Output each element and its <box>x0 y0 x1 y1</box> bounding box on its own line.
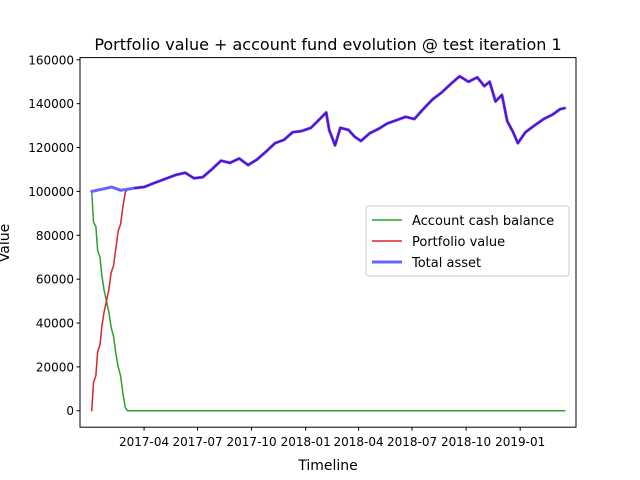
series-line-1 <box>91 190 566 412</box>
y-tick-label: 60000 <box>36 273 74 287</box>
y-tick-label: 40000 <box>36 317 74 331</box>
y-tick-label: 80000 <box>36 229 74 243</box>
y-tick-label: 120000 <box>28 141 74 155</box>
x-tick-label: 2018-10 <box>441 435 491 449</box>
series-layer <box>90 74 567 412</box>
x-tick-label: 2018-01 <box>281 435 331 449</box>
x-axis: 2017-04 2017-07 2017-10 2018-01 2018-04 2018-… <box>119 427 545 449</box>
x-tick-label: 2018-04 <box>333 435 383 449</box>
plot-area <box>79 57 577 428</box>
x-tick-label: 2019-01 <box>495 435 545 449</box>
total-asset-overlay-line <box>133 75 566 190</box>
chart-title: Portfolio value + account fund evolution… <box>94 35 561 54</box>
x-tick-label: 2017-10 <box>227 435 277 449</box>
x-tick-label: 2018-07 <box>387 435 437 449</box>
plot-frame <box>79 57 577 428</box>
legend-box <box>365 205 570 277</box>
x-tick-label: 2017-04 <box>119 435 169 449</box>
y-tick-label: 160000 <box>28 53 74 67</box>
y-tick-label: 20000 <box>36 360 74 374</box>
y-tick-label: 140000 <box>28 97 74 111</box>
y-axis: 0 20000 40000 60000 80000 100000 120000 140000 1… <box>28 53 80 418</box>
y-tick-label: 100000 <box>28 185 74 199</box>
y-axis-label: Value <box>0 224 13 262</box>
legend: Account cash balance Portfolio value Total… <box>365 205 570 277</box>
x-tick-label: 2017-07 <box>172 435 222 449</box>
series-line-2 <box>91 188 129 412</box>
legend-label-2: Portfolio value <box>412 235 505 250</box>
legend-label-3: Total asset <box>411 256 481 271</box>
x-axis-label: Timeline <box>297 458 358 474</box>
y-tick-label: 0 <box>66 404 74 418</box>
legend-label-1: Account cash balance <box>412 214 554 229</box>
